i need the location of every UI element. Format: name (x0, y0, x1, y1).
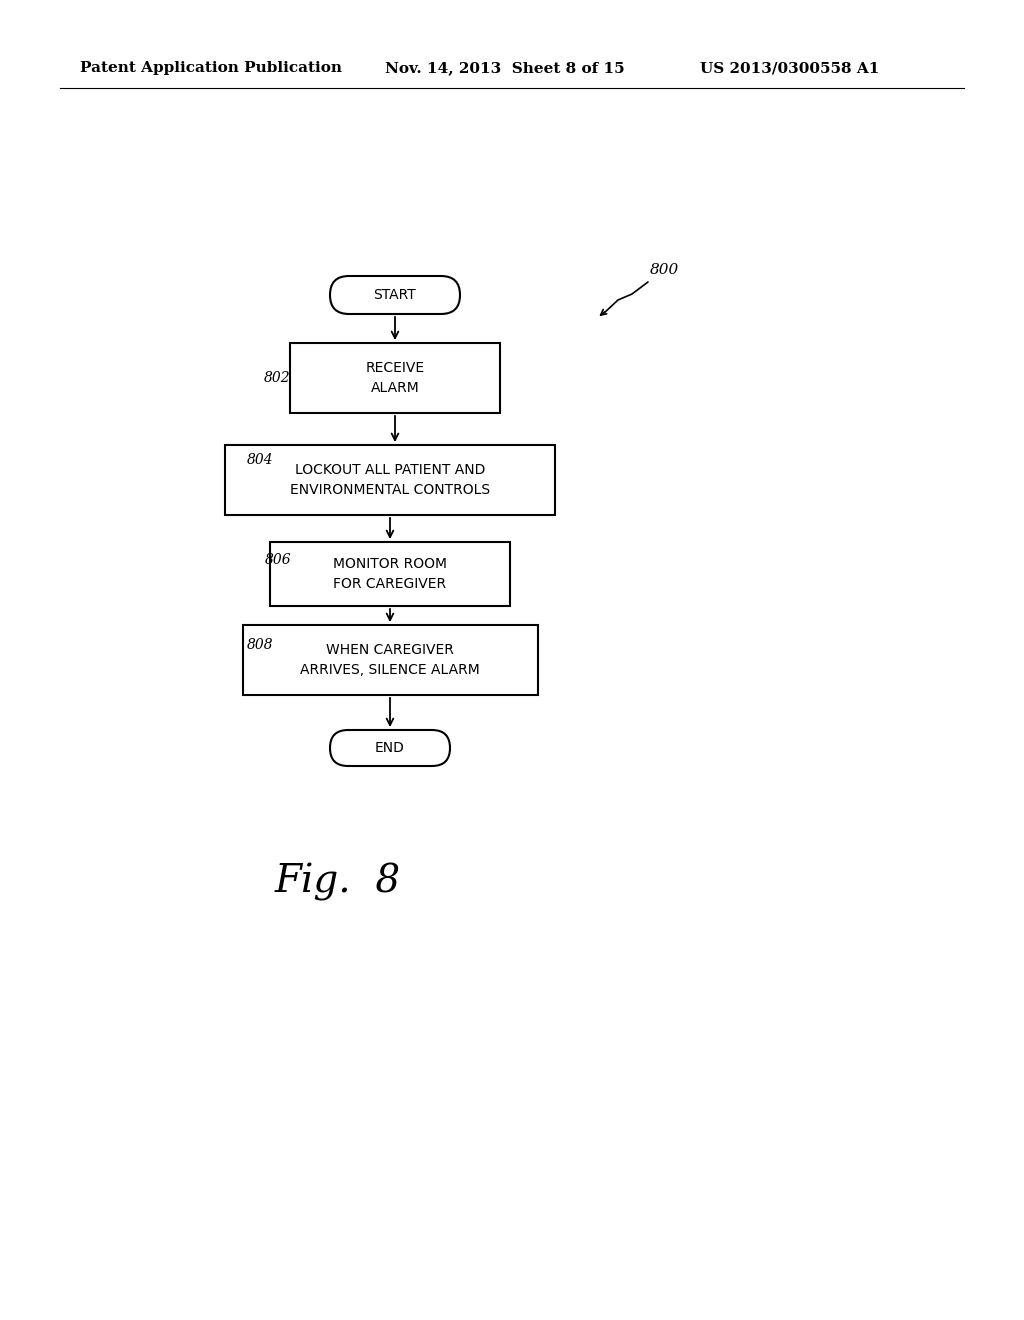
Text: Fig.  8: Fig. 8 (274, 863, 401, 902)
Text: US 2013/0300558 A1: US 2013/0300558 A1 (700, 61, 880, 75)
Text: START: START (374, 288, 417, 302)
Text: Patent Application Publication: Patent Application Publication (80, 61, 342, 75)
Text: 806: 806 (265, 553, 292, 568)
Text: MONITOR ROOM
FOR CAREGIVER: MONITOR ROOM FOR CAREGIVER (333, 557, 447, 591)
Text: 808: 808 (247, 638, 273, 652)
FancyBboxPatch shape (330, 730, 450, 766)
Bar (225, 445, 555, 515)
FancyBboxPatch shape (330, 276, 460, 314)
Text: END: END (375, 741, 404, 755)
Text: 800: 800 (650, 263, 679, 277)
Text: 804: 804 (247, 453, 273, 467)
Text: WHEN CAREGIVER
ARRIVES, SILENCE ALARM: WHEN CAREGIVER ARRIVES, SILENCE ALARM (300, 643, 480, 677)
Text: LOCKOUT ALL PATIENT AND
ENVIRONMENTAL CONTROLS: LOCKOUT ALL PATIENT AND ENVIRONMENTAL CO… (290, 463, 490, 496)
Bar (270, 543, 510, 606)
Text: Nov. 14, 2013  Sheet 8 of 15: Nov. 14, 2013 Sheet 8 of 15 (385, 61, 625, 75)
Text: 802: 802 (264, 371, 291, 385)
Text: RECEIVE
ALARM: RECEIVE ALARM (366, 362, 425, 395)
Bar (290, 343, 500, 413)
Bar (243, 624, 538, 696)
